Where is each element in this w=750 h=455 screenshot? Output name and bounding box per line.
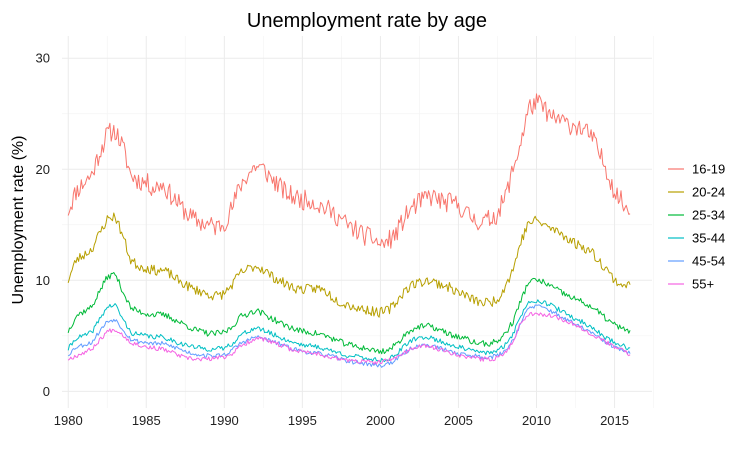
legend: 16-19 20-24 25-34 35-44 45-54 55+ xyxy=(668,162,725,292)
series-line-25-34 xyxy=(67,272,631,355)
legend-label-25-34: 25-34 xyxy=(692,208,725,223)
x-tick-label: 2010 xyxy=(522,413,551,428)
legend-label-16-19: 16-19 xyxy=(692,162,725,177)
grid-lines xyxy=(62,36,654,408)
series-line-16-19 xyxy=(67,93,631,249)
y-tick-label: 10 xyxy=(36,273,50,288)
y-tick-label: 20 xyxy=(36,162,50,177)
x-tick-label: 1985 xyxy=(132,413,161,428)
y-axis-label: Unemployment rate (%) xyxy=(10,136,27,305)
x-tick-label: 1990 xyxy=(210,413,239,428)
series-line-35-44 xyxy=(67,299,631,363)
y-axis-ticks: 0 10 20 30 xyxy=(36,51,50,399)
chart-title: Unemployment rate by age xyxy=(247,10,487,32)
legend-label-55+: 55+ xyxy=(692,277,714,292)
series-lines xyxy=(67,93,631,368)
legend-label-20-24: 20-24 xyxy=(692,185,725,200)
x-tick-label: 2000 xyxy=(366,413,395,428)
legend-label-45-54: 45-54 xyxy=(692,254,725,269)
y-tick-label: 0 xyxy=(43,384,50,399)
series-line-20-24 xyxy=(67,212,631,318)
x-tick-label: 2005 xyxy=(444,413,473,428)
x-tick-label: 1980 xyxy=(54,413,83,428)
x-tick-label: 2015 xyxy=(600,413,629,428)
series-line-55+ xyxy=(67,311,631,365)
x-tick-label: 1995 xyxy=(288,413,317,428)
legend-label-35-44: 35-44 xyxy=(692,231,725,246)
series-line-45-54 xyxy=(67,304,631,368)
y-tick-label: 30 xyxy=(36,51,50,66)
x-axis-ticks: 1980 1985 1990 1995 2000 2005 2010 2015 xyxy=(54,413,629,428)
